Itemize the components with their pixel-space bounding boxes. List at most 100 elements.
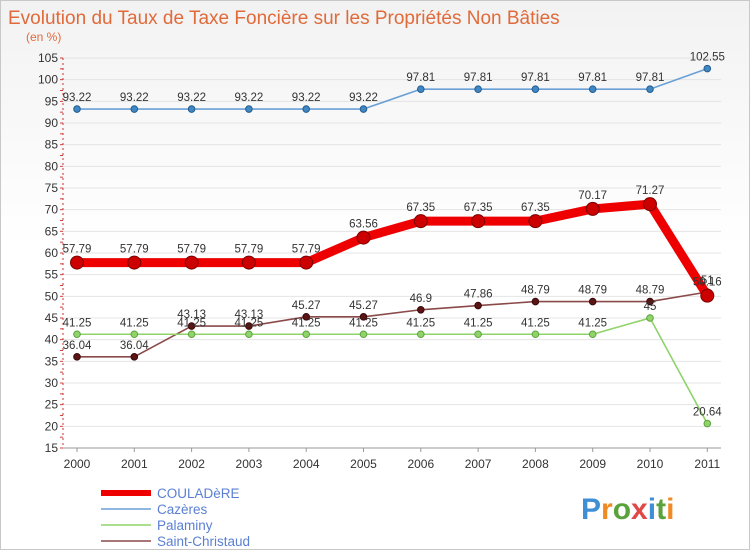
data-point — [245, 330, 253, 339]
data-label: 47.86 — [464, 289, 493, 301]
data-point — [588, 330, 597, 339]
data-point — [187, 322, 196, 330]
y-tick-label: 75 — [45, 181, 59, 195]
y-tick-label: 35 — [45, 354, 59, 368]
data-point — [474, 301, 482, 310]
data-label: 36.04 — [63, 340, 92, 352]
data-point — [73, 105, 81, 113]
x-tick-label: 2008 — [522, 457, 549, 471]
x-tick-label: 2002 — [178, 457, 205, 471]
legend-label: Cazères — [157, 502, 208, 517]
x-tick-label: 2006 — [407, 457, 434, 471]
data-label: 51 — [701, 275, 714, 287]
data-label: 97.81 — [521, 72, 550, 84]
data-label: 102.55 — [690, 52, 725, 64]
data-point — [359, 313, 368, 321]
data-point — [359, 330, 368, 339]
data-point — [417, 305, 425, 314]
data-label: 36.04 — [120, 340, 149, 352]
data-point — [643, 197, 657, 212]
y-tick-label: 30 — [45, 376, 59, 390]
x-tick-label: 2011 — [694, 457, 720, 471]
data-label: 41.25 — [406, 317, 435, 329]
data-label: 57.79 — [177, 244, 206, 256]
x-tick-label: 2004 — [293, 457, 320, 471]
legend-label: Palaminy — [157, 518, 213, 533]
data-label: 67.35 — [406, 202, 435, 214]
data-label: 43.13 — [177, 309, 206, 321]
x-tick-label: 2001 — [121, 457, 148, 471]
data-point — [184, 255, 199, 270]
data-point — [241, 255, 256, 270]
data-point — [646, 314, 654, 322]
data-label: 48.79 — [521, 285, 550, 297]
data-point — [700, 288, 715, 303]
data-label: 67.35 — [464, 202, 493, 214]
y-tick-label: 40 — [45, 333, 59, 347]
data-point — [356, 230, 371, 245]
data-label: 41.25 — [177, 317, 206, 329]
data-label: 41.25 — [521, 317, 550, 329]
series-line-3 — [76, 291, 709, 358]
data-label: 41.25 — [63, 317, 92, 329]
data-label: 57.79 — [120, 244, 149, 256]
y-tick-label: 95 — [45, 94, 59, 108]
x-tick-label: 2007 — [465, 457, 492, 471]
data-point — [302, 330, 311, 339]
data-label: 93.22 — [235, 92, 264, 104]
data-label: 50.16 — [693, 277, 722, 289]
data-point — [302, 105, 311, 113]
data-point — [359, 105, 368, 113]
axes — [60, 57, 721, 449]
series-line-0 — [72, 199, 712, 301]
data-point — [130, 330, 139, 339]
x-tick-label: 2003 — [236, 457, 263, 471]
chart-title: Evolution du Taux de Taxe Foncière sur l… — [8, 8, 560, 29]
data-label: 41.25 — [235, 317, 264, 329]
brand-text: Proxiti — [581, 493, 674, 526]
data-label: 93.22 — [292, 92, 321, 104]
x-axis-ticks: 2000 2001 2002 2003 2004 2005 2006 2007 2008 2009… — [64, 448, 721, 471]
y-axis-ticks: 15 20 25 30 35 40 45 50 55 60 65 70 75 80 85 90 95 100 105 — [38, 51, 58, 455]
data-point — [474, 330, 482, 339]
data-point — [531, 330, 540, 339]
data-point — [302, 313, 311, 321]
data-point — [417, 85, 425, 93]
data-label: 41.25 — [464, 317, 493, 329]
data-point — [130, 353, 139, 361]
data-label: 41.25 — [120, 317, 149, 329]
x-tick-label: 2005 — [350, 457, 377, 471]
y-tick-label: 45 — [45, 311, 59, 325]
data-point — [531, 297, 540, 306]
data-point — [70, 255, 84, 270]
data-point — [703, 419, 712, 428]
data-point — [73, 353, 81, 361]
y-tick-label: 25 — [45, 398, 59, 412]
legend-label: Saint-Christaud — [157, 534, 250, 549]
x-tick-label: 2010 — [637, 457, 664, 471]
data-point — [528, 214, 543, 229]
x-tick-label: 2009 — [579, 457, 606, 471]
series-line-1 — [76, 67, 709, 110]
data-label: 48.79 — [578, 285, 607, 297]
data-label: 41.25 — [292, 317, 321, 329]
y-tick-label: 60 — [45, 246, 59, 260]
data-label: 57.79 — [63, 244, 92, 256]
y-tick-label: 105 — [38, 51, 58, 65]
series-layer — [70, 64, 715, 428]
grid — [63, 57, 721, 449]
data-point — [245, 105, 253, 113]
y-tick-label: 65 — [45, 224, 59, 238]
chart-unit-label: (en %) — [26, 30, 61, 44]
data-point — [413, 214, 428, 229]
data-label: 97.81 — [464, 72, 493, 84]
y-tick-label: 100 — [38, 73, 58, 87]
data-label: 41.25 — [349, 317, 378, 329]
data-label: 43.13 — [235, 309, 264, 321]
data-label: 67.35 — [521, 202, 550, 214]
data-point — [187, 330, 196, 339]
y-tick-label: 85 — [45, 138, 59, 152]
